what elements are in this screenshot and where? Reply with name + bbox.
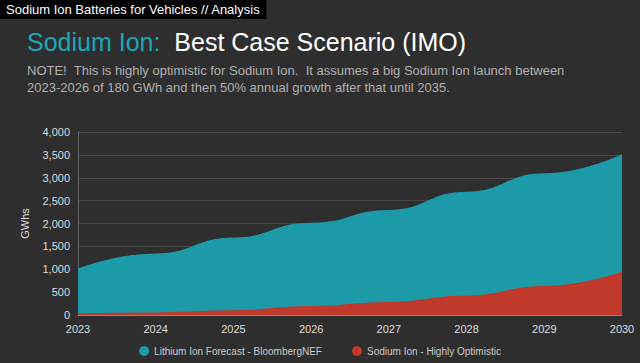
svg-text:2028: 2028 bbox=[454, 323, 478, 335]
svg-text:2,500: 2,500 bbox=[42, 195, 70, 207]
svg-text:2027: 2027 bbox=[377, 323, 401, 335]
svg-text:3,000: 3,000 bbox=[42, 172, 70, 184]
svg-text:2024: 2024 bbox=[143, 323, 167, 335]
svg-text:3,500: 3,500 bbox=[42, 149, 70, 161]
svg-text:GWhs: GWhs bbox=[19, 208, 31, 239]
svg-text:0: 0 bbox=[64, 309, 70, 321]
svg-text:2029: 2029 bbox=[532, 323, 556, 335]
svg-text:Best Case Scenario (IMO): Best Case Scenario (IMO) bbox=[160, 28, 466, 56]
svg-text:Sodium Ion - Highly Optimistic: Sodium Ion - Highly Optimistic bbox=[367, 346, 501, 357]
svg-text:NOTE! This is highly optimist: NOTE! This is highly optimistic for Sodi… bbox=[27, 63, 568, 78]
svg-text:1,000: 1,000 bbox=[42, 263, 70, 275]
svg-text:500: 500 bbox=[52, 286, 70, 298]
svg-text:2023: 2023 bbox=[66, 323, 90, 335]
svg-text:Sodium Ion Batteries for Vehic: Sodium Ion Batteries for Vehicles // Ana… bbox=[6, 2, 260, 17]
svg-text:2026: 2026 bbox=[299, 323, 323, 335]
svg-text:2,000: 2,000 bbox=[42, 218, 70, 230]
svg-text:2030: 2030 bbox=[610, 323, 634, 335]
svg-text:Lithium Ion Forecast - Bloombe: Lithium Ion Forecast - BloombergNEF bbox=[154, 346, 322, 357]
svg-text:4,000: 4,000 bbox=[42, 126, 70, 138]
svg-text:2023-2026 of 180 GWh and then: 2023-2026 of 180 GWh and then 50% annual… bbox=[27, 80, 450, 95]
svg-text:Sodium Ion:: Sodium Ion: bbox=[27, 28, 160, 56]
svg-text:2025: 2025 bbox=[221, 323, 245, 335]
svg-text:1,500: 1,500 bbox=[42, 240, 70, 252]
